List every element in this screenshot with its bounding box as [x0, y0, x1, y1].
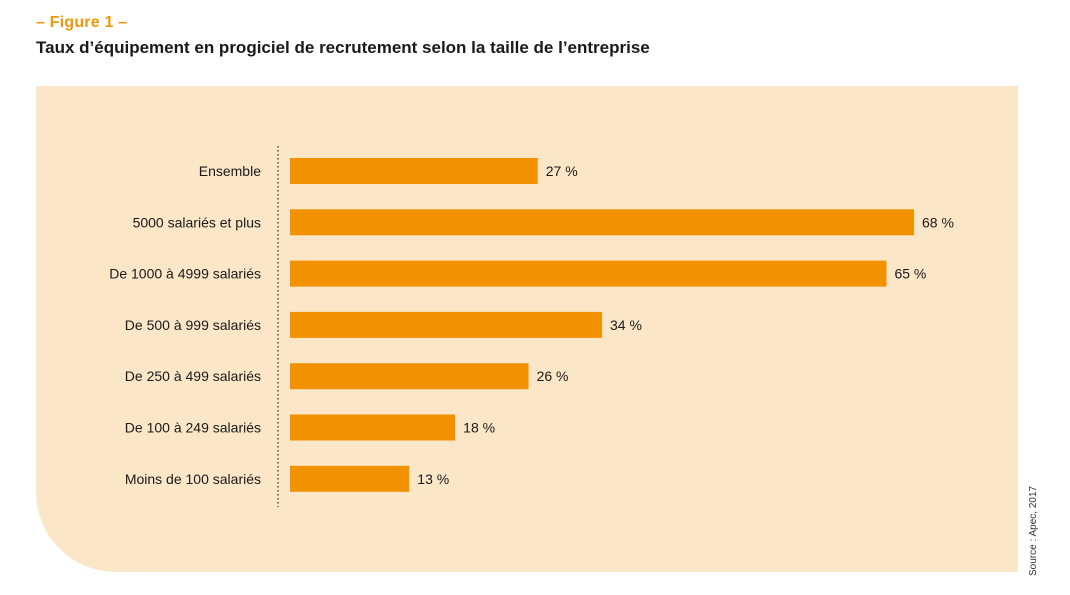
value-label: 34 % — [610, 317, 642, 333]
value-label: 26 % — [537, 368, 569, 384]
bar — [290, 414, 456, 441]
value-label: 65 % — [894, 266, 926, 282]
value-label: 68 % — [922, 214, 954, 230]
bar — [290, 311, 602, 338]
bars-layer: Ensemble 27 % 5000 salariés et plus 68 % De … — [109, 158, 954, 492]
figure-label: – Figure 1 – — [36, 14, 128, 31]
bar — [290, 158, 538, 184]
value-label: 13 % — [417, 471, 449, 487]
bar — [290, 209, 914, 236]
bar — [290, 465, 410, 492]
category-label: De 1000 à 4999 salariés — [109, 266, 261, 282]
category-label: De 100 à 249 salariés — [125, 420, 261, 436]
bar — [290, 260, 887, 287]
bar — [290, 363, 529, 390]
value-label: 27 % — [546, 163, 578, 179]
category-label: Ensemble — [199, 163, 261, 179]
category-label: 5000 salariés et plus — [133, 214, 261, 230]
category-label: De 500 à 999 salariés — [125, 317, 261, 333]
category-label: Moins de 100 salariés — [125, 471, 261, 487]
category-label: De 250 à 499 salariés — [125, 368, 261, 384]
chart-title: Taux d’équipement en progiciel de recrut… — [36, 38, 650, 57]
value-label: 18 % — [463, 420, 495, 436]
source-note: Source : Apec, 2017 — [1028, 485, 1039, 576]
